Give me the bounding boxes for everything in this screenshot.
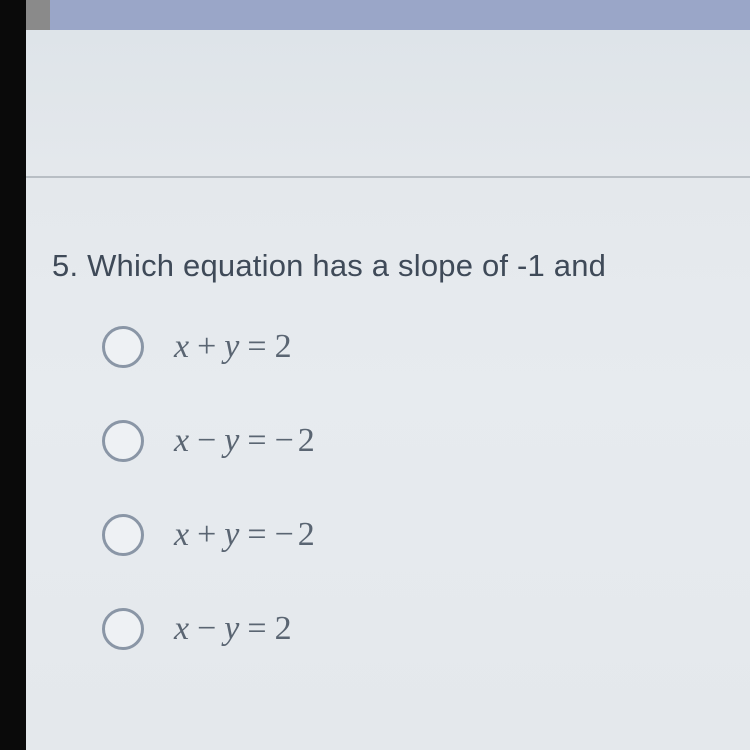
page-content: 5. Which equation has a slope of -1 and … — [26, 30, 750, 750]
radio-icon[interactable] — [102, 608, 144, 650]
option-b-equation: x−y=−2 — [174, 422, 317, 460]
question-stem: Which equation has a slope of -1 and — [87, 248, 606, 283]
radio-icon[interactable] — [102, 326, 144, 368]
option-c-equation: x+y=−2 — [174, 516, 317, 554]
radio-icon[interactable] — [102, 420, 144, 462]
question-text: 5. Which equation has a slope of -1 and — [52, 248, 750, 284]
option-b[interactable]: x−y=−2 — [102, 418, 750, 464]
top-spacer — [26, 30, 750, 178]
question-number: 5. — [52, 248, 78, 283]
option-d[interactable]: x−y=2 — [102, 606, 750, 652]
title-bar-fragment — [50, 0, 750, 30]
option-a[interactable]: x+y=2 — [102, 324, 750, 370]
screenshot-frame: 5. Which equation has a slope of -1 and … — [0, 0, 750, 750]
question-block: 5. Which equation has a slope of -1 and — [26, 178, 750, 284]
option-a-equation: x+y=2 — [174, 328, 294, 366]
options-group: x+y=2 x−y=−2 x+y=−2 x−y=2 — [26, 284, 750, 652]
tab-fragment — [26, 0, 50, 30]
left-bezel — [0, 0, 26, 750]
option-c[interactable]: x+y=−2 — [102, 512, 750, 558]
option-d-equation: x−y=2 — [174, 610, 294, 648]
radio-icon[interactable] — [102, 514, 144, 556]
